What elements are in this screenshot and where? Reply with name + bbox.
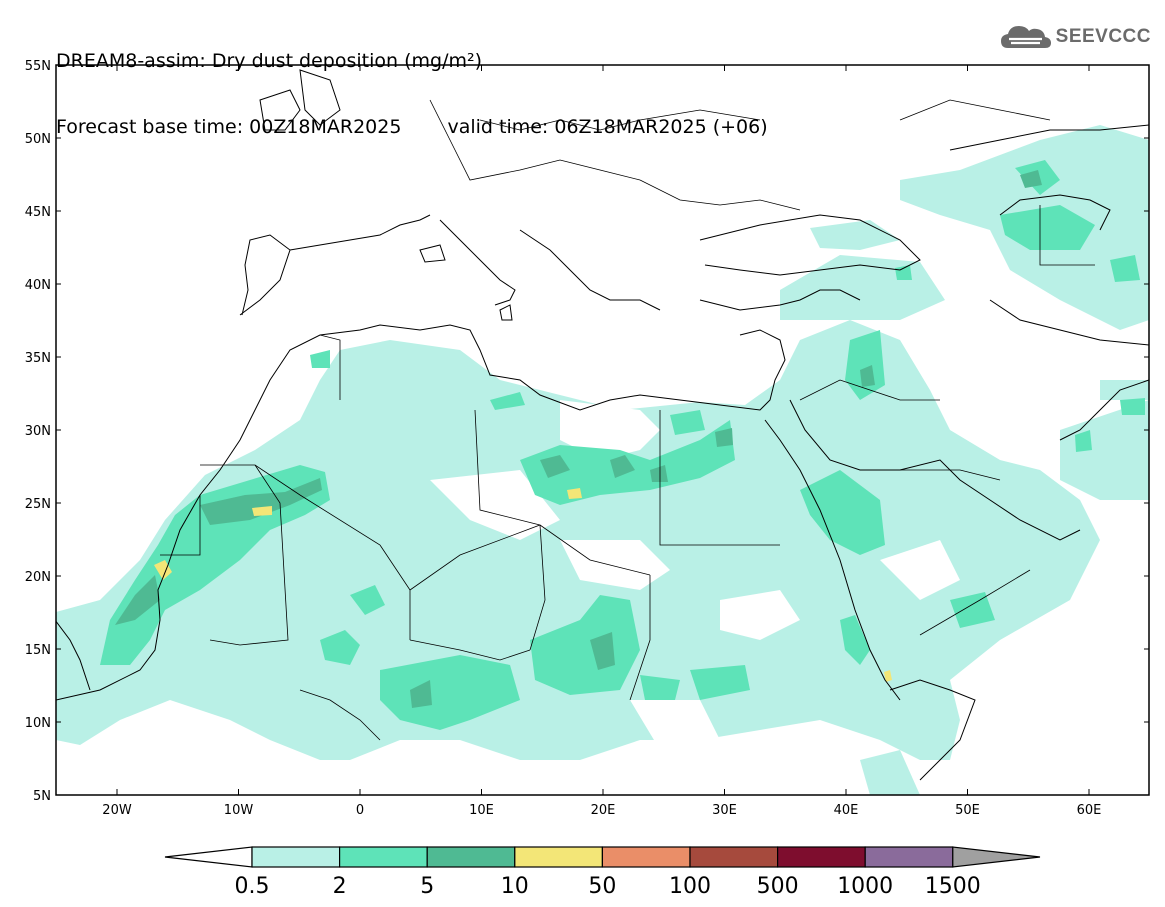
colorbar: 0.5 2 5 10 50 100 500 1000 1500 (164, 846, 1041, 899)
colorbar-label: 500 (757, 874, 799, 899)
colorbar-high-arrow (952, 846, 1041, 868)
colorbar-label: 100 (669, 874, 711, 899)
colorbar-swatch (426, 846, 516, 868)
colorbar-label: 1500 (925, 874, 981, 899)
colorbar-swatch (776, 846, 866, 868)
colorbar-swatch (601, 846, 691, 868)
lon-label: 10W (224, 803, 254, 818)
seevccc-logo: SEEVCCC (1000, 22, 1151, 52)
lat-label: 40N (25, 278, 51, 293)
colorbar-low-arrow (164, 846, 253, 868)
country-borders (160, 99, 1095, 741)
lat-label: 35N (25, 351, 51, 366)
colorbar-label: 1000 (837, 874, 893, 899)
lon-label: 20W (102, 803, 132, 818)
lat-label: 10N (25, 716, 51, 731)
lat-label: 30N (25, 424, 51, 439)
forecast-base-time: Forecast base time: 00Z18MAR2025 (56, 116, 402, 138)
colorbar-label: 10 (501, 874, 529, 899)
lat-label: 5N (33, 789, 51, 804)
lon-label: 50E (955, 803, 980, 818)
lat-label: 45N (25, 205, 51, 220)
colorbar-swatch (864, 846, 954, 868)
colorbar-swatch (251, 846, 341, 868)
lat-label: 55N (25, 59, 51, 74)
coastlines (56, 69, 1149, 781)
logo-text: SEEVCCC (1055, 26, 1151, 47)
cloud-icon (1000, 26, 1051, 48)
colorbar-label: 2 (333, 874, 347, 899)
lon-label: 10E (469, 803, 494, 818)
latitude-ticks: 55N 50N 45N 40N 35N 30N 25N 20N 15N 10N 5N (25, 59, 1149, 804)
lon-label: 30E (712, 803, 737, 818)
colorbar-label: 5 (420, 874, 434, 899)
dust-gaps (430, 400, 960, 750)
lon-label: 60E (1077, 803, 1102, 818)
valid-time: valid time: 06Z18MAR2025 (+06) (447, 116, 768, 138)
longitude-ticks: 20W 10W 0 10E 20E 30E 40E 50E 60E (102, 65, 1101, 818)
colorbar-swatch (514, 846, 603, 868)
lon-label: 40E (834, 803, 859, 818)
lat-label: 15N (25, 643, 51, 658)
lat-label: 25N (25, 497, 51, 512)
dust-field (56, 125, 1149, 795)
lat-label: 20N (25, 570, 51, 585)
lon-label: 0 (356, 803, 364, 818)
map-title-block: DREAM8-assim: Dry dust deposition (mg/m²… (56, 6, 768, 160)
lon-label: 20E (591, 803, 616, 818)
map-title: DREAM8-assim: Dry dust deposition (mg/m²… (56, 50, 483, 72)
time-info: Forecast base time: 00Z18MAR2025 valid ti… (56, 116, 768, 138)
colorbar-swatch (339, 846, 428, 868)
colorbar-label: 50 (588, 874, 616, 899)
colorbar-swatch (689, 846, 779, 868)
lat-label: 50N (25, 132, 51, 147)
colorbar-label: 0.5 (235, 874, 270, 899)
